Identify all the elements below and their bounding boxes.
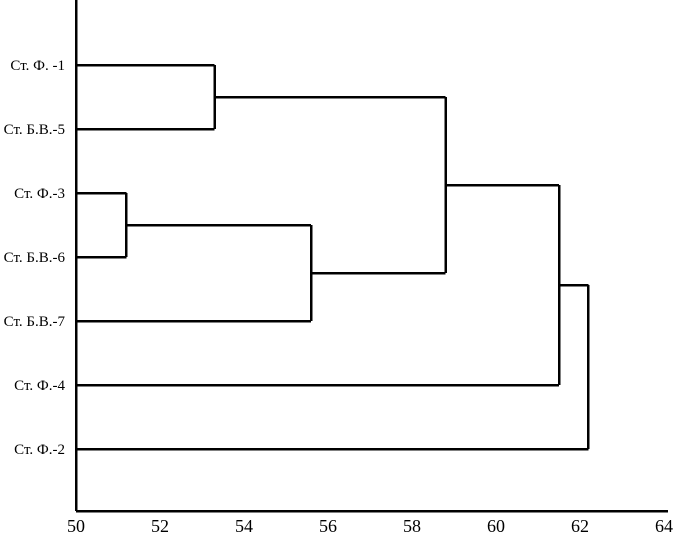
leaf-label: Ст. Ф.-2 [14,442,65,458]
leaf-label: Ст. Б.В.-5 [4,122,65,138]
leaf-labels: Ст. Ф. -1 Ст. Б.В.-5 Ст. Ф.-3 Ст. Б.В.-6 Ст.… [4,58,66,458]
x-axis-tick-labels: 50 52 54 56 58 60 62 64 [67,516,673,536]
x-tick-label: 62 [571,516,589,536]
x-tick-label: 58 [403,516,421,536]
x-tick-label: 64 [655,516,673,536]
x-tick-label: 52 [151,516,169,536]
leaf-label: Ст. Б.В.-7 [4,314,66,330]
leaf-label: Ст. Ф. -1 [10,58,65,74]
axes [74,0,668,513]
x-tick-label: 50 [67,516,85,536]
x-tick-label: 60 [487,516,505,536]
leaf-label: Ст. Ф.-3 [14,186,65,202]
x-tick-label: 56 [319,516,337,536]
cluster-links [76,63,590,451]
leaf-label: Ст. Б.В.-6 [4,250,66,266]
x-tick-label: 54 [235,516,253,536]
leaf-label: Ст. Ф.-4 [14,378,65,394]
